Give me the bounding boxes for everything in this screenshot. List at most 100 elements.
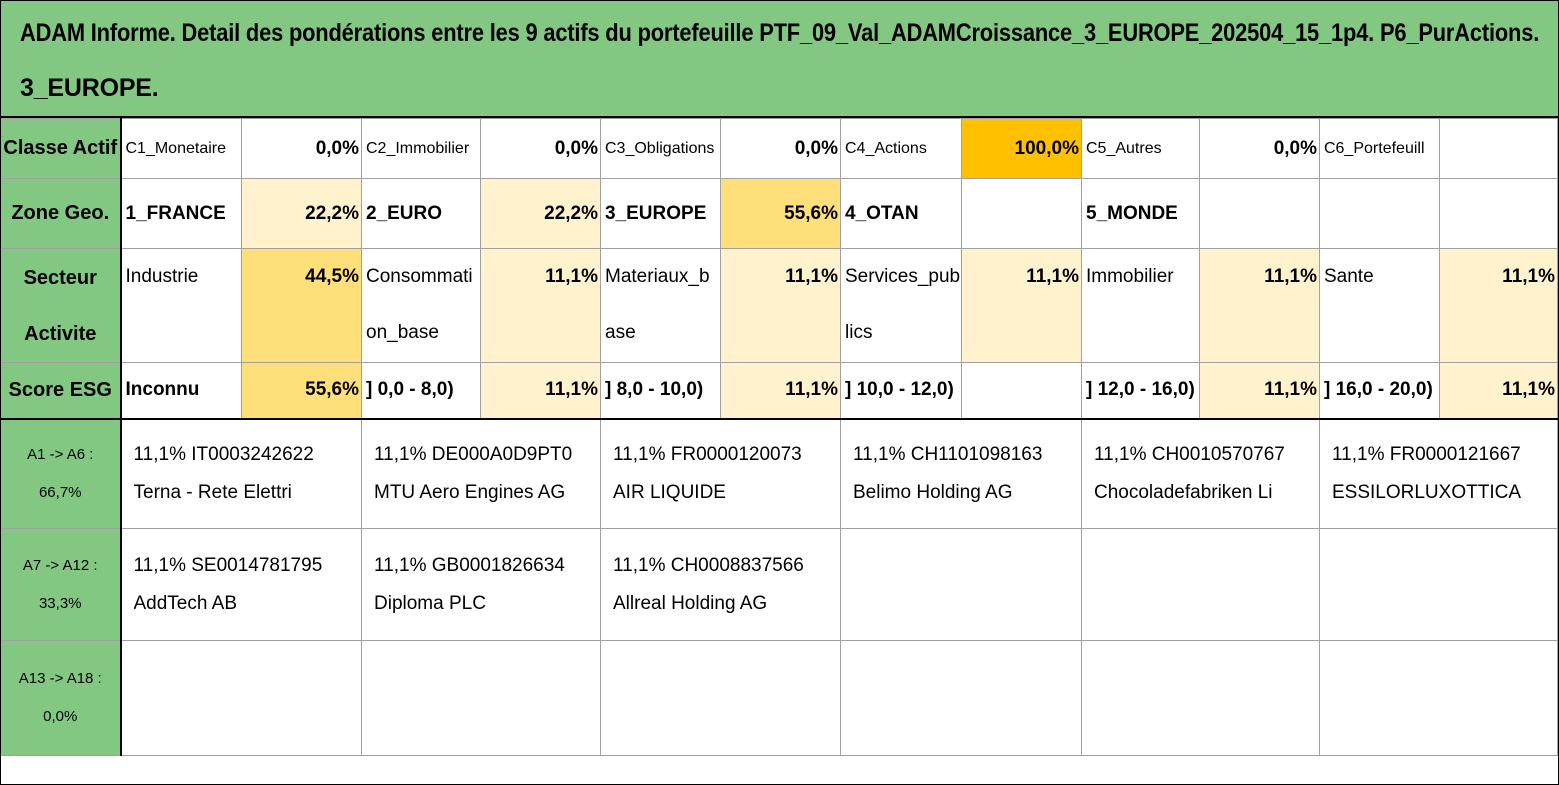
esg-label: ] 12,0 - 16,0) bbox=[1081, 362, 1200, 419]
asset-name: MTU Aero Engines AG bbox=[374, 481, 566, 503]
asset-weight-isin: 11,1% IT0003242622 bbox=[133, 443, 314, 465]
asset-name: AddTech AB bbox=[133, 592, 238, 614]
classe-label: C5_Autres bbox=[1081, 118, 1200, 179]
asset-cell bbox=[120, 640, 362, 756]
report-title: ADAM Informe. Detail des pondérations en… bbox=[0, 0, 1559, 118]
esg-value: 11,1% bbox=[1199, 362, 1320, 419]
asset-cell bbox=[361, 640, 601, 756]
asset-cell bbox=[840, 640, 1082, 756]
asset-cell: 11,1% FR0000120073 AIR LIQUIDE bbox=[600, 418, 841, 529]
asset-cell: 11,1% FR0000121667 ESSILORLUXOTTICA bbox=[1319, 418, 1558, 529]
classe-label: C6_Portefeuill bbox=[1319, 118, 1440, 179]
zone-value: 55,6% bbox=[720, 178, 841, 249]
header-secteur: Secteur Activite bbox=[0, 248, 122, 363]
zone-value: 22,2% bbox=[241, 178, 362, 249]
esg-value: 55,6% bbox=[241, 362, 362, 419]
zone-label: 5_MONDE bbox=[1081, 178, 1200, 249]
asset-weight-isin: 11,1% SE0014781795 bbox=[133, 554, 323, 576]
asset-cell: 11,1% CH1101098163 Belimo Holding AG bbox=[840, 418, 1082, 529]
asset-weight-isin: 11,1% CH0008837566 bbox=[613, 554, 804, 576]
classe-label: C4_Actions bbox=[840, 118, 962, 179]
classe-value bbox=[1439, 118, 1558, 179]
header-score-esg: Score ESG bbox=[0, 362, 122, 419]
asset-weight-isin: 11,1% GB0001826634 bbox=[374, 554, 565, 576]
header-zone-geo: Zone Geo. bbox=[0, 178, 122, 249]
classe-label: C3_Obligations bbox=[600, 118, 721, 179]
asset-cell: 11,1% CH0008837566 Allreal Holding AG bbox=[600, 528, 841, 641]
assets-range-weight: 33,3% bbox=[38, 594, 82, 612]
classe-value: 0,0% bbox=[241, 118, 362, 179]
report-title-line1: ADAM Informe. Detail des pondérations en… bbox=[20, 19, 1540, 47]
asset-name: Allreal Holding AG bbox=[613, 592, 768, 614]
secteur-label: Materiaux_base bbox=[600, 248, 721, 363]
asset-cell: 11,1% GB0001826634 Diploma PLC bbox=[361, 528, 601, 641]
zone-value bbox=[961, 178, 1082, 249]
secteur-label: Immobilier bbox=[1081, 248, 1200, 363]
esg-label: ] 0,0 - 8,0) bbox=[361, 362, 481, 419]
row-assets-a7-a12: A7 -> A12 : 33,3% 11,1% SE0014781795 AddT… bbox=[0, 528, 1558, 641]
classe-value: 100,0% bbox=[961, 118, 1082, 179]
classe-label: C1_Monetaire bbox=[120, 118, 242, 179]
zone-label: 4_OTAN bbox=[840, 178, 962, 249]
secteur-value: 11,1% bbox=[961, 248, 1082, 363]
row-score-esg: Score ESG Inconnu 55,6% ] 0,0 - 8,0) 11,… bbox=[0, 362, 1558, 419]
row-zone-geo: Zone Geo. 1_FRANCE 22,2% 2_EURO 22,2% 3_… bbox=[0, 178, 1558, 249]
assets-range-label: A13 -> A18 : bbox=[18, 670, 102, 687]
classe-label: C2_Immobilier bbox=[361, 118, 481, 179]
zone-label bbox=[1319, 178, 1440, 249]
asset-weight-isin: 11,1% DE000A0D9PT0 bbox=[374, 443, 573, 465]
asset-weight-isin: 11,1% CH1101098163 bbox=[853, 443, 1043, 465]
zone-value bbox=[1199, 178, 1320, 249]
asset-cell: 11,1% CH0010570767 Chocoladefabriken Li bbox=[1081, 418, 1320, 529]
asset-name: Chocoladefabriken Li bbox=[1094, 481, 1273, 503]
secteur-label: Services_publics bbox=[840, 248, 962, 363]
secteur-value: 44,5% bbox=[241, 248, 362, 363]
header-classe-actif: Classe Actif bbox=[0, 118, 122, 179]
esg-label: ] 8,0 - 10,0) bbox=[600, 362, 721, 419]
report-title-line2: 3_EUROPE. bbox=[20, 74, 159, 102]
secteur-label: Consommation_base bbox=[361, 248, 481, 363]
zone-value: 22,2% bbox=[480, 178, 601, 249]
zone-label: 3_EUROPE bbox=[600, 178, 721, 249]
asset-cell bbox=[1319, 528, 1558, 641]
assets-range-weight: 0,0% bbox=[43, 708, 78, 725]
row-assets-a1-a6: A1 -> A6 : 66,7% 11,1% IT0003242622 Terna… bbox=[0, 418, 1558, 529]
secteur-value: 11,1% bbox=[1199, 248, 1320, 363]
assets-range-label: A7 -> A12 : bbox=[22, 556, 98, 574]
secteur-value: 11,1% bbox=[480, 248, 601, 363]
zone-value bbox=[1439, 178, 1558, 249]
asset-cell bbox=[840, 528, 1082, 641]
row-assets-a13-a18: A13 -> A18 : 0,0% bbox=[0, 640, 1558, 756]
asset-cell: 11,1% DE000A0D9PT0 MTU Aero Engines AG bbox=[361, 418, 601, 529]
asset-cell bbox=[1081, 528, 1320, 641]
asset-weight-isin: 11,1% FR0000121667 bbox=[1332, 443, 1521, 465]
asset-name: Belimo Holding AG bbox=[853, 481, 1013, 503]
assets-range-weight: 66,7% bbox=[38, 483, 82, 501]
classe-value: 0,0% bbox=[480, 118, 601, 179]
asset-weight-isin: 11,1% FR0000120073 bbox=[613, 443, 802, 465]
asset-cell bbox=[1081, 640, 1320, 756]
asset-name: ESSILORLUXOTTICA bbox=[1332, 481, 1521, 503]
header-assets-a7-a12: A7 -> A12 : 33,3% bbox=[0, 528, 122, 641]
esg-value: 11,1% bbox=[720, 362, 841, 419]
classe-value: 0,0% bbox=[1199, 118, 1320, 179]
asset-cell: 11,1% IT0003242622 Terna - Rete Elettri bbox=[120, 418, 362, 529]
asset-weight-isin: 11,1% CH0010570767 bbox=[1094, 443, 1285, 465]
asset-cell: 11,1% SE0014781795 AddTech AB bbox=[120, 528, 362, 641]
secteur-label: Sante bbox=[1319, 248, 1440, 363]
assets-range-label: A1 -> A6 : bbox=[27, 445, 94, 463]
asset-cell bbox=[600, 640, 841, 756]
secteur-value: 11,1% bbox=[720, 248, 841, 363]
asset-name: Diploma PLC bbox=[374, 592, 486, 614]
header-assets-a13-a18: A13 -> A18 : 0,0% bbox=[0, 640, 122, 756]
esg-label: Inconnu bbox=[120, 362, 242, 419]
esg-value bbox=[961, 362, 1082, 419]
row-classe-actif: Classe Actif C1_Monetaire 0,0% C2_Immobi… bbox=[0, 118, 1558, 179]
header-assets-a1-a6: A1 -> A6 : 66,7% bbox=[0, 418, 122, 529]
secteur-label: Industrie bbox=[120, 248, 242, 363]
row-secteur: Secteur Activite Industrie 44,5% Consomm… bbox=[0, 248, 1558, 363]
zone-label: 2_EURO bbox=[361, 178, 481, 249]
esg-value: 11,1% bbox=[1439, 362, 1558, 419]
zone-label: 1_FRANCE bbox=[120, 178, 242, 249]
esg-label: ] 10,0 - 12,0) bbox=[840, 362, 962, 419]
